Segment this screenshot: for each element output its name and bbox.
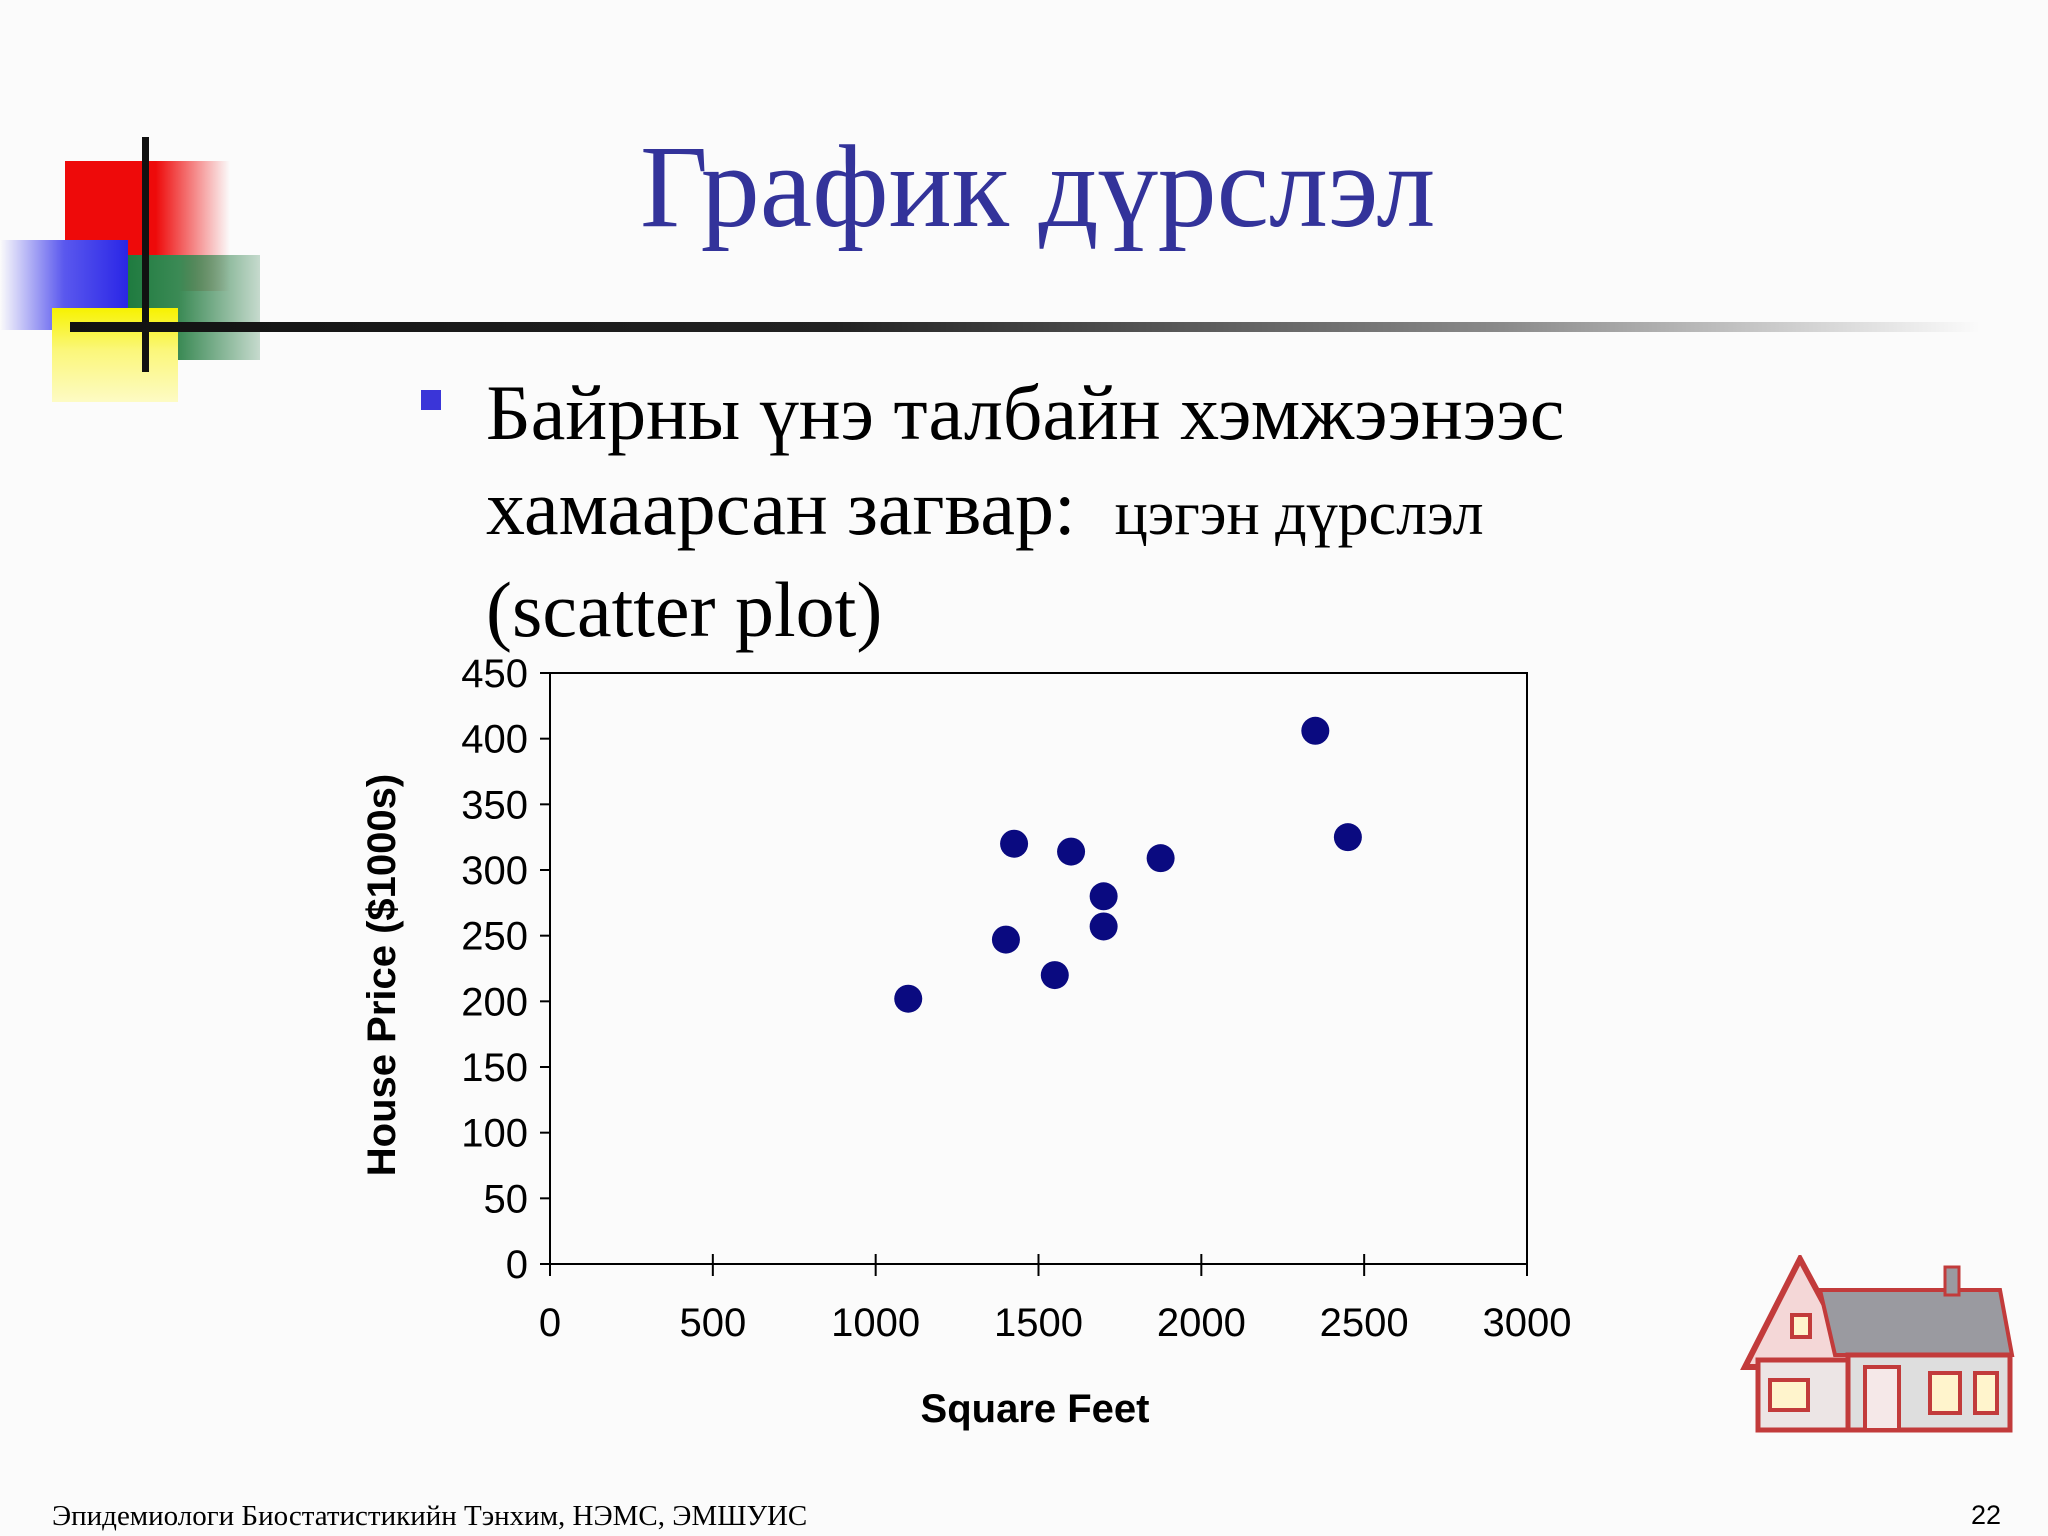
y-axis-title: House Price ($1000s) bbox=[360, 774, 404, 1176]
y-tick-label: 450 bbox=[461, 652, 528, 696]
data-point bbox=[1089, 912, 1118, 941]
x-tick-label: 1000 bbox=[831, 1301, 920, 1345]
house-icon bbox=[1740, 1255, 2015, 1433]
data-point bbox=[1057, 837, 1086, 866]
x-axis-title: Square Feet bbox=[921, 1387, 1150, 1431]
data-point bbox=[1040, 961, 1069, 990]
x-tick-label: 500 bbox=[679, 1301, 746, 1345]
y-tick-label: 250 bbox=[461, 915, 528, 959]
vertical-line-decoration bbox=[142, 137, 149, 372]
x-tick-label: 1500 bbox=[994, 1301, 1083, 1345]
bullet-line-3: (scatter plot) bbox=[486, 566, 883, 653]
footer-text: Эпидемиологи Биостатистикийн Тэнхим, НЭМ… bbox=[52, 1500, 808, 1532]
data-point bbox=[1333, 823, 1362, 852]
data-points bbox=[894, 716, 1362, 1013]
plot-frame bbox=[549, 672, 1528, 1265]
plot-area bbox=[549, 672, 1528, 1265]
bullet-line-2: хамаарсан загвар: цэгэн дүрслэл bbox=[486, 460, 1736, 562]
y-tick-label: 300 bbox=[461, 849, 528, 893]
data-point bbox=[1301, 716, 1330, 745]
y-tick-label: 50 bbox=[484, 1177, 529, 1221]
data-point bbox=[1000, 829, 1029, 858]
x-axis: 0 500 1000 1500 2000 2500 3000 bbox=[539, 1254, 1572, 1345]
page-number: 22 bbox=[1970, 1500, 2001, 1530]
y-tick-label: 0 bbox=[506, 1243, 528, 1287]
data-point bbox=[991, 925, 1020, 954]
y-tick-label: 200 bbox=[461, 980, 528, 1024]
x-tick-label: 0 bbox=[539, 1301, 561, 1345]
title-underline bbox=[70, 322, 1980, 332]
y-tick-label: 400 bbox=[461, 718, 528, 762]
x-tick-label: 2000 bbox=[1157, 1301, 1246, 1345]
bullet-line-2-small: цэгэн дүрслэл bbox=[1114, 480, 1484, 548]
x-tick-label: 2500 bbox=[1320, 1301, 1409, 1345]
y-tick-label: 350 bbox=[461, 783, 528, 827]
slide-title: График дүрслэл bbox=[640, 121, 1436, 252]
bullet-marker bbox=[421, 390, 441, 410]
x-tick-label: 3000 bbox=[1483, 1301, 1572, 1345]
data-point bbox=[1146, 844, 1175, 873]
data-point bbox=[894, 984, 923, 1013]
bullet-text: Байрны үнэ талбайн хэмжээнээс хамаарсан … bbox=[486, 365, 1736, 657]
data-point bbox=[1089, 882, 1118, 911]
y-tick-label: 150 bbox=[461, 1046, 528, 1090]
y-axis: 0 50 100 150 200 250 300 350 400 450 bbox=[461, 652, 550, 1287]
scatter-chart: 0 50 100 150 200 250 300 350 400 450 0 500 1000 1500… bbox=[360, 652, 1572, 1431]
y-tick-label: 100 bbox=[461, 1112, 528, 1156]
bullet-line-1: Байрны үнэ талбайн хэмжээнээс bbox=[486, 369, 1565, 456]
bullet-line-2-main: хамаарсан загвар: bbox=[486, 464, 1076, 551]
